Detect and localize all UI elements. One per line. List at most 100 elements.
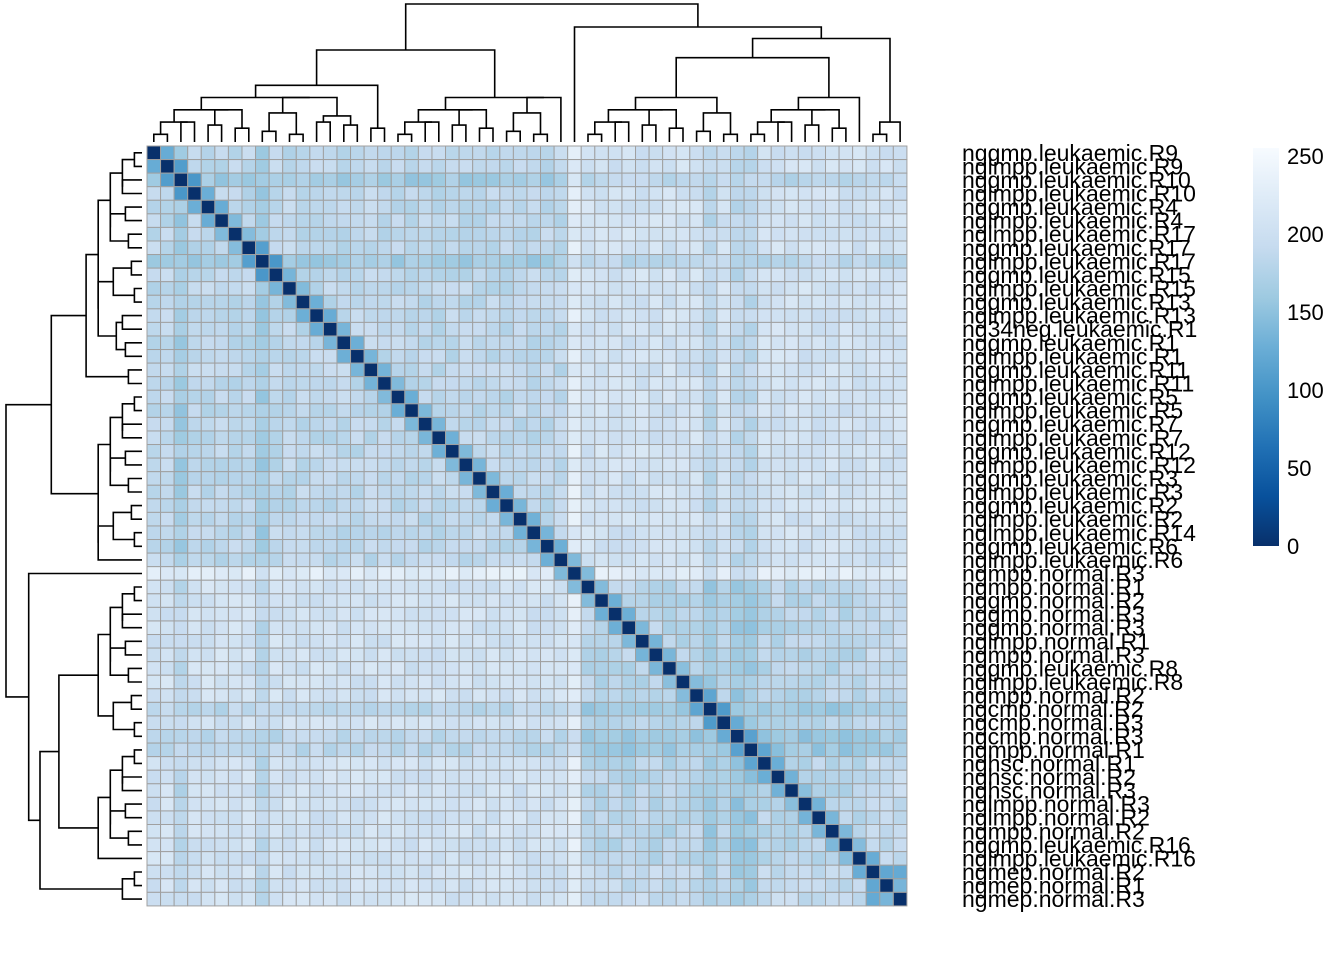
heatmap-cell — [825, 484, 840, 500]
heatmap-cell — [553, 769, 569, 785]
heatmap-cell — [567, 769, 582, 785]
heatmap-cell — [689, 593, 704, 608]
heatmap-cell — [255, 159, 270, 174]
heatmap-cell — [187, 457, 202, 473]
column-dendrogram-branch — [750, 133, 766, 142]
heatmap-cell — [811, 430, 826, 446]
heatmap-cell — [553, 715, 569, 731]
heatmap-cell — [662, 159, 677, 174]
heatmap-cell — [431, 620, 447, 636]
heatmap-cell — [227, 308, 243, 323]
heatmap-cell — [567, 810, 582, 825]
heatmap-cell — [472, 837, 487, 853]
heatmap-cell — [350, 403, 365, 418]
heatmap-cell — [295, 511, 311, 527]
heatmap-cell — [621, 593, 637, 608]
heatmap-cell — [512, 796, 528, 812]
heatmap-cell — [322, 145, 338, 161]
heatmap-cell — [322, 796, 338, 812]
heatmap-cell — [621, 199, 637, 215]
heatmap-cell — [594, 321, 609, 337]
heatmap-cell — [689, 891, 704, 907]
heatmap-cell — [377, 674, 392, 690]
heatmap-cell — [865, 851, 881, 866]
heatmap-cell — [689, 362, 704, 378]
heatmap-cell — [350, 145, 365, 161]
heatmap-cell — [838, 308, 854, 323]
heatmap-cell — [472, 362, 487, 378]
heatmap-cell — [580, 389, 596, 405]
heatmap-cell — [485, 444, 501, 459]
heatmap-cell — [255, 484, 270, 500]
heatmap-cell — [702, 240, 718, 256]
heatmap-cell — [892, 552, 908, 568]
heatmap-cell — [662, 891, 677, 907]
heatmap-cell — [526, 186, 542, 201]
heatmap-cell — [200, 674, 216, 690]
heatmap-cell — [485, 186, 501, 201]
heatmap-cell — [485, 457, 501, 473]
heatmap-cell — [607, 240, 623, 256]
heatmap-cell — [702, 457, 718, 473]
heatmap-cell — [173, 606, 189, 622]
heatmap-cell — [770, 349, 786, 364]
heatmap-cell — [621, 579, 637, 595]
heatmap-cell — [743, 620, 759, 636]
heatmap-cell — [499, 783, 514, 798]
heatmap-cell — [241, 891, 257, 907]
heatmap-cell — [499, 511, 514, 527]
heatmap-cell — [648, 606, 664, 622]
heatmap-cell — [227, 891, 243, 907]
heatmap-cell — [716, 267, 732, 283]
heatmap-cell — [268, 566, 284, 581]
heatmap-cell — [309, 362, 324, 378]
heatmap-cell — [499, 362, 514, 378]
heatmap-cell — [445, 824, 460, 839]
heatmap-cell — [485, 159, 501, 174]
heatmap-cell — [445, 240, 460, 256]
heatmap-cell — [282, 891, 297, 907]
heatmap-cell — [227, 634, 243, 649]
heatmap-cell — [743, 756, 759, 771]
heatmap-cell — [743, 321, 759, 337]
heatmap-cell — [309, 145, 324, 161]
heatmap-cell — [526, 715, 542, 731]
heatmap-cell — [811, 756, 826, 771]
heatmap-cell — [730, 349, 745, 364]
heatmap-cell — [499, 403, 514, 418]
heatmap-cell — [431, 661, 447, 676]
heatmap-cell — [689, 159, 704, 174]
heatmap-cell — [689, 498, 704, 513]
heatmap-cell — [730, 213, 745, 228]
heatmap-cell — [607, 159, 623, 174]
heatmap-cell — [146, 539, 162, 554]
heatmap-cell — [309, 389, 324, 405]
heatmap-cell — [797, 471, 813, 486]
heatmap-cell — [512, 186, 528, 201]
heatmap-cell — [730, 511, 745, 527]
heatmap-cell — [404, 647, 419, 663]
heatmap-cell — [499, 308, 514, 323]
heatmap-cell — [390, 810, 406, 825]
heatmap-cell — [730, 308, 745, 323]
heatmap-cell — [662, 851, 677, 866]
heatmap-cell — [363, 226, 379, 242]
heatmap-cell — [852, 837, 867, 853]
heatmap-cell — [879, 661, 894, 676]
heatmap-cell — [499, 661, 514, 676]
heatmap-cell — [594, 796, 609, 812]
heatmap-cell — [214, 525, 229, 541]
heatmap-cell — [445, 213, 460, 228]
heatmap-cell — [458, 824, 474, 839]
heatmap-cell — [417, 579, 433, 595]
heatmap-cell — [580, 606, 596, 622]
heatmap-cell — [485, 634, 501, 649]
heatmap-cell — [485, 769, 501, 785]
heatmap-cell — [770, 729, 786, 744]
heatmap-cell — [472, 810, 487, 825]
heatmap-cell — [743, 525, 759, 541]
heatmap-cell — [227, 403, 243, 418]
heatmap-cell — [689, 620, 704, 636]
heatmap-cell — [458, 796, 474, 812]
heatmap-cell — [363, 186, 379, 201]
